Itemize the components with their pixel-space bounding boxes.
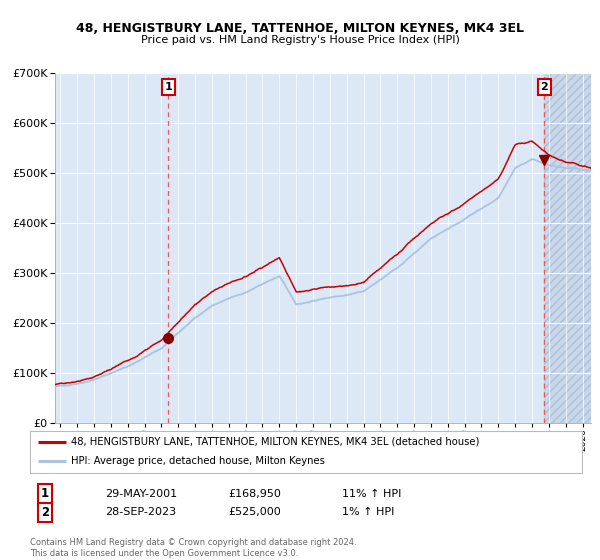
- Text: 28-SEP-2023: 28-SEP-2023: [105, 507, 176, 517]
- Text: 1: 1: [164, 82, 172, 92]
- Text: 2: 2: [541, 82, 548, 92]
- Text: 1: 1: [41, 487, 49, 501]
- Text: 11% ↑ HPI: 11% ↑ HPI: [342, 489, 401, 499]
- Text: HPI: Average price, detached house, Milton Keynes: HPI: Average price, detached house, Milt…: [71, 456, 325, 466]
- Text: Contains HM Land Registry data © Crown copyright and database right 2024.
This d: Contains HM Land Registry data © Crown c…: [30, 538, 356, 558]
- Bar: [544, 73, 591, 423]
- Text: £525,000: £525,000: [228, 507, 281, 517]
- Text: 2: 2: [41, 506, 49, 519]
- Text: 1% ↑ HPI: 1% ↑ HPI: [342, 507, 394, 517]
- Text: 29-MAY-2001: 29-MAY-2001: [105, 489, 177, 499]
- Text: 48, HENGISTBURY LANE, TATTENHOE, MILTON KEYNES, MK4 3EL: 48, HENGISTBURY LANE, TATTENHOE, MILTON …: [76, 22, 524, 35]
- Text: £168,950: £168,950: [228, 489, 281, 499]
- Text: 48, HENGISTBURY LANE, TATTENHOE, MILTON KEYNES, MK4 3EL (detached house): 48, HENGISTBURY LANE, TATTENHOE, MILTON …: [71, 437, 480, 447]
- Text: Price paid vs. HM Land Registry's House Price Index (HPI): Price paid vs. HM Land Registry's House …: [140, 35, 460, 45]
